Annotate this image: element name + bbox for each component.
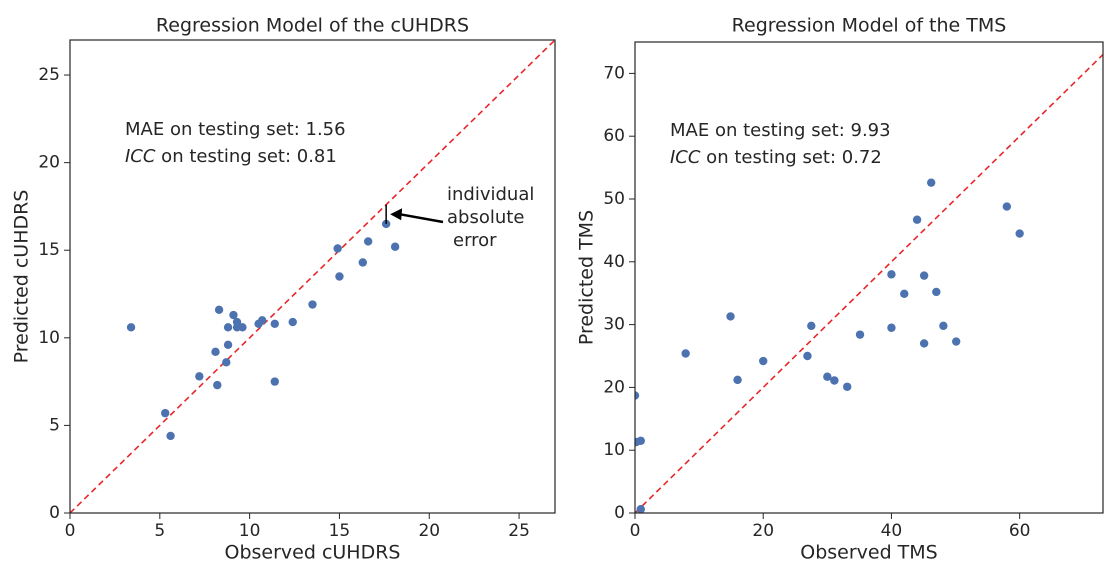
annotation-rest: on testing set: 0.72 [700,147,881,168]
y-tick-label: 5 [49,415,60,435]
point [390,242,400,251]
point [363,237,373,246]
point [1015,229,1024,238]
point [843,382,852,391]
point [635,391,640,400]
plot-frame [69,39,556,514]
x-axis-label: Observed cUHDRS [225,542,401,564]
point [681,349,690,358]
chart-title: Regression Model of the TMS [732,15,1007,37]
y-tick-label: 0 [49,503,60,523]
point [912,215,922,224]
y-tick-label: 30 [603,315,625,335]
point [1002,202,1012,211]
plot-frame [634,41,1104,514]
point [759,356,768,366]
point [887,323,896,332]
y-tick-label: 60 [603,126,625,146]
point [636,505,645,513]
x-axis-label: Observed TMS [800,542,938,564]
point [855,330,865,339]
identity-line [70,40,555,513]
chart-title: Regression Model of the cUHDRS [156,15,469,37]
point [195,372,204,381]
point [333,244,342,253]
annotation-italic: ICC [670,147,701,168]
point [932,287,941,297]
point [900,289,909,299]
callout-text: absolute [447,207,524,228]
arrow-head [390,208,403,221]
point [919,339,929,348]
x-tick-label: 20 [752,521,774,541]
annotation: ICC on testing set: 0.72 [670,147,882,168]
callout-text: error [453,230,497,251]
point [636,436,645,445]
point [126,323,136,332]
point [919,271,929,280]
point [222,358,231,367]
point [229,310,238,320]
annotation: MAE on testing set: 1.56 [125,119,346,140]
point [258,316,267,325]
point [926,178,936,187]
point [161,408,170,418]
point [951,337,961,346]
x-tick-label: 0 [65,521,76,541]
y-tick-label: 70 [603,63,625,83]
x-tick-label: 25 [508,521,530,541]
point [308,300,317,309]
point [211,347,220,357]
point [288,317,297,327]
y-tick-label: 40 [603,252,625,272]
y-tick-label: 25 [38,65,60,85]
x-tick-label: 40 [881,521,903,541]
point [335,272,344,281]
y-tick-label: 50 [603,189,625,209]
x-tick-label: 15 [329,521,351,541]
y-tick-label: 20 [38,153,60,173]
point [166,431,175,441]
x-tick-label: 60 [1009,521,1031,541]
x-tick-label: 5 [154,521,165,541]
point [213,380,222,390]
point [887,270,896,279]
annotation: ICC on testing set: 0.81 [125,146,337,167]
point [238,323,247,332]
point [823,372,832,381]
point [807,321,816,331]
annotation-rest: on testing set: 0.81 [155,146,336,167]
x-tick-label: 0 [630,521,641,541]
point [223,323,233,332]
x-tick-label: 10 [239,521,261,541]
annotation: MAE on testing set: 9.93 [670,120,891,141]
y-tick-label: 10 [38,328,60,348]
identity-line [635,53,1103,513]
point [733,375,742,385]
point [270,377,279,386]
y-tick-label: 15 [38,240,60,260]
point [939,321,948,331]
y-tick-label: 0 [614,503,625,523]
callout-arrow [399,213,444,224]
y-axis-label: Predicted TMS [576,210,598,345]
x-tick-label: 20 [418,521,440,541]
y-tick-label: 20 [603,377,625,397]
point [214,305,224,314]
point [803,351,812,361]
point [270,319,279,328]
callout-text: individual [447,184,534,205]
point [358,258,367,267]
y-tick-label: 10 [603,440,625,460]
point [830,376,839,385]
y-axis-label: Predicted cUHDRS [11,190,33,364]
point [223,340,233,350]
point [726,312,735,321]
annotation-italic: ICC [125,146,156,167]
